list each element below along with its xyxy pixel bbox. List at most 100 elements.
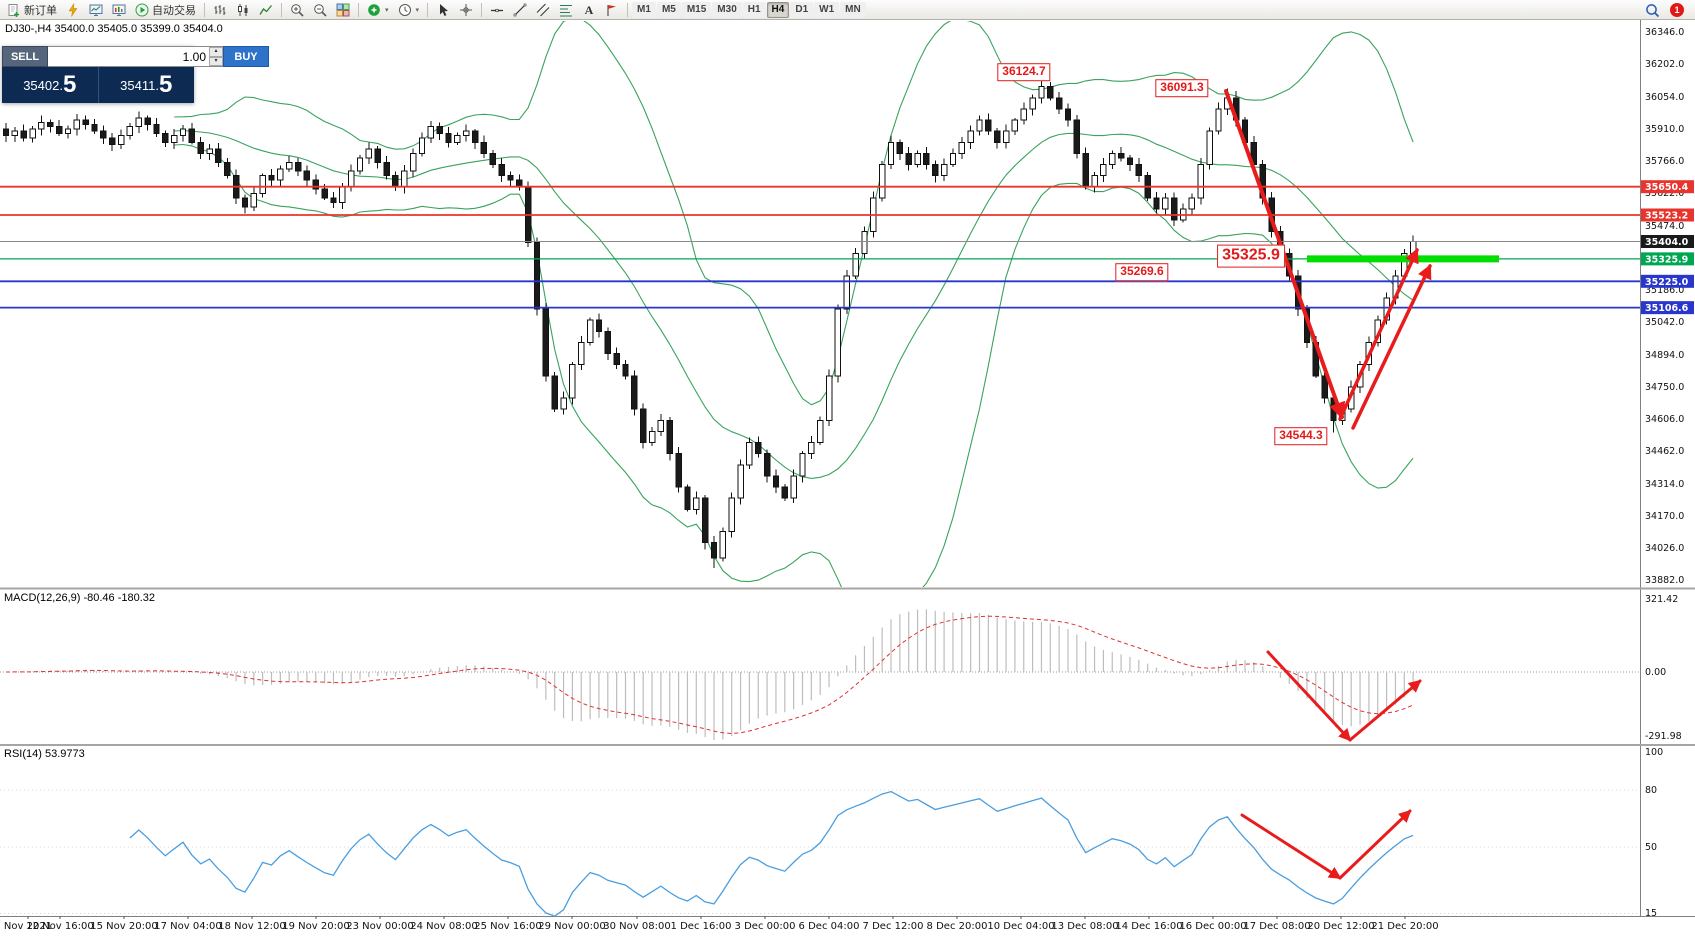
search-button[interactable] <box>1641 1 1663 18</box>
rsi-scale-label: 100 <box>1645 747 1663 758</box>
horizontal-line-button[interactable] <box>486 1 508 18</box>
time-axis-label: 19 Nov 20:00 <box>282 921 349 932</box>
timeframe-m15[interactable]: M15 <box>681 1 712 18</box>
timeframe-w1[interactable]: W1 <box>814 1 840 18</box>
price-scale: 36346.0 36202.0 36054.0 35910.0 35766.0 35622… <box>1640 20 1694 916</box>
time-axis-label: 25 Nov 16:00 <box>474 921 541 932</box>
bar-chart-mode-button[interactable] <box>209 1 231 18</box>
timeframe-h1[interactable]: H1 <box>742 1 766 18</box>
rsi-scale-label: 15 <box>1645 908 1657 919</box>
volume-input[interactable] <box>48 47 209 66</box>
cursor-icon <box>436 3 450 17</box>
time-axis-label: 1 Dec 16:00 <box>671 921 732 932</box>
price-tick-label: 34026.0 <box>1645 543 1684 554</box>
trendline-button[interactable] <box>509 1 531 18</box>
new-order-button[interactable]: 新订单 <box>3 1 61 18</box>
zoom-out-button[interactable] <box>309 1 331 18</box>
price-tick-label: 34750.0 <box>1645 382 1684 393</box>
sell-button[interactable]: SELL <box>2 46 48 67</box>
lightning-icon <box>66 2 80 17</box>
line-chart-mode-button[interactable] <box>255 1 277 18</box>
price-tick-label: 35474.0 <box>1645 221 1684 232</box>
support-zone-line[interactable] <box>1307 255 1499 263</box>
timeframe-m5-label: M5 <box>661 4 676 15</box>
market-watch-button[interactable] <box>108 1 130 18</box>
search-icon <box>1645 3 1659 17</box>
price-tick-label: 36202.0 <box>1645 59 1684 70</box>
notification-badge[interactable]: 1 <box>1670 2 1684 17</box>
arrow-tool-button[interactable] <box>601 1 623 18</box>
cursor-button[interactable] <box>432 1 454 18</box>
callout-high-36124[interactable]: 36124.7 <box>997 63 1051 81</box>
timeframe-m5[interactable]: M5 <box>656 1 681 18</box>
tile-windows-button[interactable] <box>332 1 354 18</box>
zoom-out-icon <box>313 3 327 17</box>
volume-stepper: ▴ ▾ <box>48 46 223 67</box>
monitor-icon <box>89 3 103 17</box>
bars-icon <box>213 3 227 17</box>
time-axis-label: 7 Dec 12:00 <box>863 921 924 932</box>
trend-arrow[interactable] <box>1348 679 1422 742</box>
callout-level-35325[interactable]: 35325.9 <box>1217 244 1285 268</box>
trend-arrow[interactable] <box>1338 247 1419 421</box>
trend-arrow[interactable] <box>1240 813 1342 880</box>
trend-arrow[interactable] <box>1266 650 1352 742</box>
metaeditor-button[interactable] <box>62 1 84 18</box>
trend-arrow[interactable] <box>1351 264 1432 430</box>
price-tick-label: 35766.0 <box>1645 156 1684 167</box>
buy-price[interactable]: 35411. 5 <box>99 67 195 103</box>
callout-high-36091[interactable]: 36091.3 <box>1155 79 1209 97</box>
channel-button[interactable] <box>532 1 554 18</box>
time-axis-label: 16 Dec 00:00 <box>1179 921 1246 932</box>
timeframe-m1[interactable]: M1 <box>632 1 656 18</box>
macd-panel: 321.42 0.00 -291.98 <box>0 594 1682 742</box>
callout-low-34544[interactable]: 34544.3 <box>1274 427 1328 445</box>
sell-price[interactable]: 35402. 5 <box>2 67 98 103</box>
time-axis-label: 21 Dec 20:00 <box>1371 921 1438 932</box>
trendline-icon <box>513 3 527 17</box>
price-tag-label: 35106.6 <box>1645 303 1689 314</box>
sell-price-small: 35402. <box>23 77 63 93</box>
timeframe-h4[interactable]: H4 <box>766 1 790 18</box>
fibonacci-button[interactable] <box>555 1 577 18</box>
indicators-button[interactable]: ▾ <box>363 1 393 18</box>
time-axis-label: 18 Nov 12:00 <box>218 921 285 932</box>
macd-scale-label: 0.00 <box>1645 667 1666 678</box>
resistance-line-1-tag <box>1641 180 1694 194</box>
time-axis-label: 24 Nov 08:00 <box>410 921 477 932</box>
monitor2-icon <box>112 3 126 17</box>
time-axis-label: 30 Nov 08:00 <box>603 921 670 932</box>
autotrading-button[interactable]: 自动交易 <box>131 1 200 18</box>
price-tag-label: 35225.0 <box>1645 277 1689 288</box>
indicators-icon <box>367 3 381 17</box>
timeframe-mn[interactable]: MN <box>840 1 866 18</box>
price-tick-label: 35186.0 <box>1645 285 1684 296</box>
trend-arrow[interactable] <box>1338 809 1412 880</box>
toolbar-separator <box>427 2 429 17</box>
price-tag-label: 35404.0 <box>1645 237 1689 248</box>
new-order-button-label: 新订单 <box>24 4 57 17</box>
trend-arrows <box>1224 89 1432 880</box>
callout-level-35269[interactable]: 35269.6 <box>1115 263 1169 281</box>
text-tool-button[interactable]: A <box>578 1 600 18</box>
price-tick-label: 35042.0 <box>1645 317 1684 328</box>
chart-window-button[interactable] <box>85 1 107 18</box>
time-axis-label: Nov 2021 <box>4 921 52 932</box>
zoom-in-button[interactable] <box>286 1 308 18</box>
timeframe-d1[interactable]: D1 <box>790 1 814 18</box>
linechart-icon <box>259 3 273 17</box>
candlestick-mode-button[interactable] <box>232 1 254 18</box>
periods-button[interactable]: ▾ <box>394 1 424 18</box>
timeframe-m30[interactable]: M30 <box>712 1 742 18</box>
time-axis-label: 29 Nov 00:00 <box>538 921 605 932</box>
price-tick-label: 34606.0 <box>1645 414 1684 425</box>
volume-up-button[interactable]: ▴ <box>209 47 223 57</box>
crosshair-button[interactable] <box>455 1 477 18</box>
volume-down-button[interactable]: ▾ <box>209 56 223 66</box>
price-divider <box>97 67 99 103</box>
doc-plus-icon <box>7 3 21 17</box>
buy-button[interactable]: BUY <box>223 46 269 67</box>
time-axis-label: 3 Dec 00:00 <box>735 921 796 932</box>
timeframe-m30-label: M30 <box>717 4 737 15</box>
